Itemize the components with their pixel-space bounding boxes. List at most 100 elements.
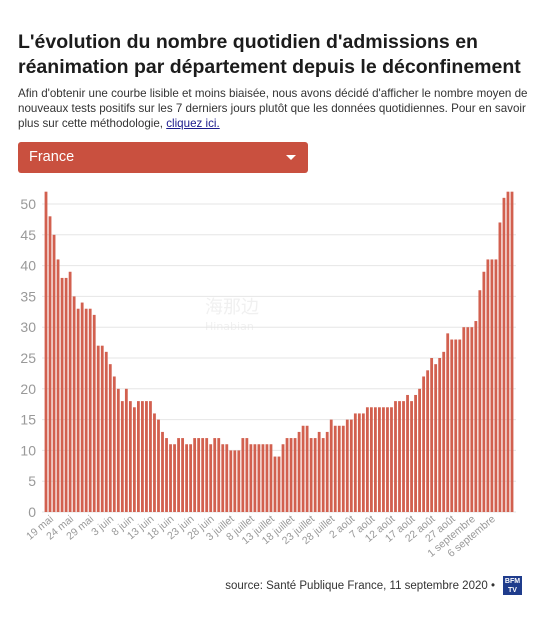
y-tick-label: 20 — [20, 381, 36, 397]
y-tick-label: 5 — [28, 473, 36, 489]
bar — [193, 438, 197, 512]
page-title: L'évolution du nombre quotidien d'admiss… — [18, 31, 521, 78]
bar — [209, 444, 213, 512]
bar — [116, 388, 120, 512]
bar — [446, 333, 450, 512]
bar — [466, 327, 470, 512]
bar — [269, 444, 273, 512]
y-axis: 0 5 10 15 20 25 30 35 40 45 50 — [20, 196, 36, 520]
bar — [333, 425, 337, 512]
bar — [173, 444, 176, 512]
bar — [80, 302, 84, 512]
bar — [337, 425, 341, 512]
methodology-link[interactable]: cliquez ici. — [166, 117, 220, 130]
bar — [60, 277, 64, 512]
bar — [490, 259, 494, 512]
bar — [378, 407, 381, 512]
bar — [305, 425, 309, 512]
bar — [48, 216, 52, 512]
y-tick-label: 50 — [20, 196, 36, 212]
bar — [394, 401, 397, 512]
bar — [357, 413, 361, 512]
bar — [486, 259, 490, 512]
bar — [277, 456, 281, 512]
y-tick-label: 10 — [20, 442, 36, 458]
bar — [157, 419, 160, 512]
bar — [410, 401, 413, 512]
bar — [257, 444, 261, 512]
bar — [124, 388, 128, 512]
bar — [233, 450, 237, 512]
bar — [301, 425, 305, 512]
bar — [120, 401, 124, 512]
bar — [506, 191, 510, 512]
bar — [462, 327, 466, 512]
bar — [68, 271, 72, 512]
bar — [289, 438, 293, 512]
bar — [241, 438, 245, 512]
bar — [341, 425, 345, 512]
bar — [353, 413, 357, 512]
bar — [205, 438, 209, 512]
svg-text:海那边: 海那边 — [205, 297, 259, 318]
bar — [418, 388, 421, 512]
bar — [317, 431, 321, 512]
bar — [329, 419, 333, 512]
bar — [52, 234, 56, 513]
bar — [72, 296, 76, 512]
bar — [149, 401, 152, 512]
chart-subtitle: Afin d'obtenir une courbe lisible et moi… — [18, 86, 538, 131]
y-tick-label: 15 — [20, 412, 36, 428]
y-tick-label: 45 — [20, 227, 36, 243]
bar — [197, 438, 201, 512]
bar — [374, 407, 377, 512]
bar — [104, 351, 108, 512]
bar — [313, 438, 317, 512]
bar — [177, 438, 180, 512]
bar — [128, 401, 132, 512]
bar — [297, 431, 301, 512]
bar — [426, 370, 430, 512]
bar — [213, 438, 217, 512]
bar — [249, 444, 253, 512]
bar — [450, 339, 454, 512]
y-tick-label: 40 — [20, 258, 36, 274]
bar — [321, 438, 325, 512]
bar — [169, 444, 172, 512]
bar — [185, 444, 189, 512]
bar — [349, 419, 353, 512]
bar — [153, 413, 156, 512]
bar — [96, 345, 100, 512]
bar — [108, 364, 112, 512]
bar — [309, 438, 313, 512]
bar — [229, 450, 233, 512]
y-tick-label: 0 — [28, 504, 36, 520]
bar — [44, 191, 48, 512]
bar — [273, 456, 277, 512]
bar — [225, 444, 229, 512]
y-tick-label: 30 — [20, 319, 36, 335]
bar — [88, 308, 92, 512]
department-select-value: France — [29, 149, 75, 165]
bar — [498, 222, 502, 513]
bar — [112, 376, 116, 512]
bar — [438, 358, 442, 512]
y-tick-label: 25 — [20, 350, 36, 366]
y-tick-label: 35 — [20, 288, 36, 304]
bar — [482, 271, 486, 512]
bar — [458, 339, 462, 512]
department-select[interactable]: France — [18, 142, 308, 173]
bfmtv-logo: BFM TV — [503, 576, 522, 595]
bar — [92, 314, 96, 512]
watermark: 海那边 Hinabian — [205, 297, 259, 333]
bar — [430, 358, 434, 512]
bar — [325, 431, 329, 512]
bar — [434, 364, 438, 512]
bar — [237, 450, 241, 512]
chart-bars — [44, 191, 514, 513]
subtitle-text: Afin d'obtenir une courbe lisible et moi… — [18, 87, 528, 130]
bar — [406, 394, 409, 512]
bar — [201, 438, 205, 512]
bar — [293, 438, 297, 512]
bar — [361, 413, 365, 512]
